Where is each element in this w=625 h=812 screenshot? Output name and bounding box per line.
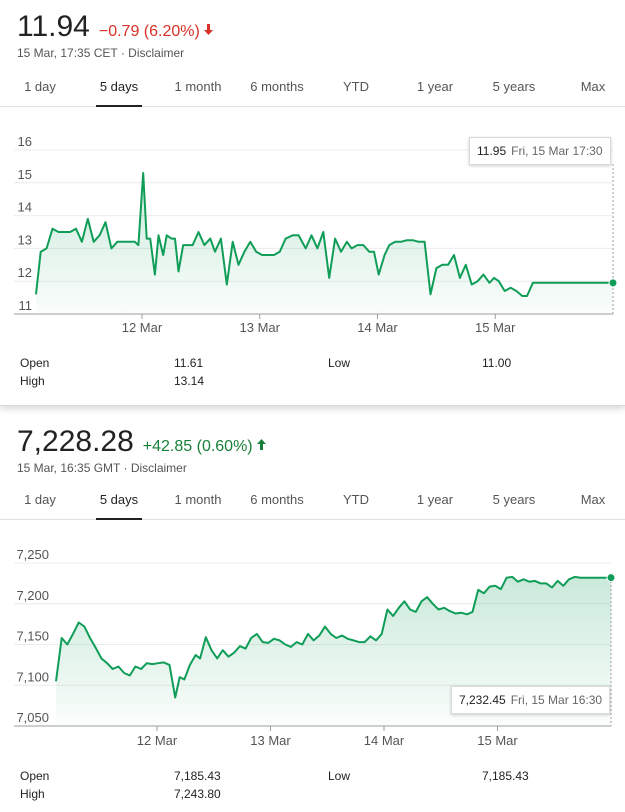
tooltip-value: 7,232.45 xyxy=(459,693,506,707)
x-tick-label: 13 Mar xyxy=(250,733,291,748)
current-point-marker xyxy=(606,573,616,583)
tab-max[interactable]: Max xyxy=(580,79,606,94)
stat-open-value: 11.61 xyxy=(174,356,204,370)
y-tick-label: 7,250 xyxy=(16,547,49,562)
tab-1-month[interactable]: 1 month xyxy=(174,492,222,507)
stat-open-label: Open xyxy=(20,356,50,370)
stock-panel-2: 7,228.28 +42.85 (0.60%) 15 Mar, 16:35 GM… xyxy=(0,413,625,812)
x-tick-label: 14 Mar xyxy=(357,320,398,335)
x-tick-label: 12 Mar xyxy=(122,320,163,335)
y-tick-label: 13 xyxy=(18,232,32,247)
y-tick-label: 11 xyxy=(19,298,33,313)
timestamp-disclaimer: 15 Mar, 16:35 GMT · Disclaimer xyxy=(17,461,187,475)
tab-5-years[interactable]: 5 years xyxy=(492,79,536,94)
tab-5-days[interactable]: 5 days xyxy=(96,481,142,520)
tab-1-year[interactable]: 1 year xyxy=(416,79,454,94)
series-line xyxy=(55,575,611,699)
down-arrow-icon xyxy=(203,23,214,41)
chart-tooltip: 7,232.45 Fri, 15 Mar 16:30 xyxy=(451,686,611,714)
tooltip-time: Fri, 15 Mar 16:30 xyxy=(510,693,603,707)
tooltip-value: 11.95 xyxy=(477,144,507,158)
stat-low-value: 11.00 xyxy=(482,356,512,370)
y-tick-label: 14 xyxy=(18,200,32,215)
tab-5-years[interactable]: 5 years xyxy=(492,492,536,507)
price-chart[interactable]: 7,050 7,100 7,150 7,200 7,250 12 Mar 13 Mar 14 … xyxy=(0,543,625,748)
tab-1-day[interactable]: 1 day xyxy=(24,492,56,507)
tab-1-month[interactable]: 1 month xyxy=(174,79,222,94)
stat-low-value: 7,185.43 xyxy=(482,769,529,783)
tab-5-days[interactable]: 5 days xyxy=(96,68,142,107)
price-change: −0.79 (6.20%) xyxy=(98,23,200,40)
y-tick-label: 15 xyxy=(18,167,32,182)
tooltip-time: Fri, 15 Mar 17:30 xyxy=(511,144,603,158)
tab-ytd[interactable]: YTD xyxy=(343,492,369,507)
range-tabs: 1 day 5 days 1 month 6 months YTD 1 year… xyxy=(0,68,625,107)
up-arrow-icon xyxy=(256,438,267,456)
stat-high-label: High xyxy=(20,787,45,801)
tab-ytd[interactable]: YTD xyxy=(343,79,369,94)
tab-6-months[interactable]: 6 months xyxy=(250,492,304,507)
stat-high-value: 7,243.80 xyxy=(174,787,221,801)
stat-open-value: 7,185.43 xyxy=(174,769,221,783)
tab-1-year[interactable]: 1 year xyxy=(416,492,454,507)
x-tick-label: 15 Mar xyxy=(475,320,516,335)
series-line xyxy=(35,172,613,297)
current-price: 11.94 xyxy=(17,10,90,43)
y-tick-label: 12 xyxy=(18,265,32,280)
x-tick-label: 13 Mar xyxy=(240,320,281,335)
stat-low-label: Low xyxy=(328,769,351,783)
stock-panel-1: 11.94 −0.79 (6.20%) 15 Mar, 17:35 CET · … xyxy=(0,10,625,406)
price-change: +42.85 (0.60%) xyxy=(142,438,253,455)
stat-high-value: 13.14 xyxy=(174,374,205,388)
x-tick-label: 14 Mar xyxy=(364,733,405,748)
tab-max[interactable]: Max xyxy=(580,492,606,507)
price-chart[interactable]: 11 12 13 14 15 16 12 Mar 13 Mar 14 Mar 15 Mar xyxy=(0,130,625,340)
y-tick-label: 7,050 xyxy=(16,710,49,725)
stat-open-label: Open xyxy=(20,769,50,783)
tab-1-day[interactable]: 1 day xyxy=(24,79,56,94)
range-tabs: 1 day 5 days 1 month 6 months YTD 1 year… xyxy=(0,481,625,520)
timestamp-disclaimer: 15 Mar, 17:35 CET · Disclaimer xyxy=(17,46,185,60)
y-tick-label: 16 xyxy=(18,134,32,149)
y-tick-label: 7,150 xyxy=(16,629,49,644)
y-tick-label: 7,200 xyxy=(16,588,49,603)
y-tick-label: 7,100 xyxy=(16,669,49,684)
stat-high-label: High xyxy=(20,374,45,388)
stat-low-label: Low xyxy=(328,356,351,370)
quote-header: 7,228.28 +42.85 (0.60%) 15 Mar, 16:35 GM… xyxy=(17,425,267,475)
current-price: 7,228.28 xyxy=(17,425,134,458)
x-tick-label: 12 Mar xyxy=(137,733,178,748)
quote-header: 11.94 −0.79 (6.20%) 15 Mar, 17:35 CET · … xyxy=(17,10,214,60)
chart-tooltip: 11.95 Fri, 15 Mar 17:30 xyxy=(469,137,611,165)
x-tick-label: 15 Mar xyxy=(477,733,518,748)
current-point-marker xyxy=(608,278,618,288)
tab-6-months[interactable]: 6 months xyxy=(250,79,304,94)
